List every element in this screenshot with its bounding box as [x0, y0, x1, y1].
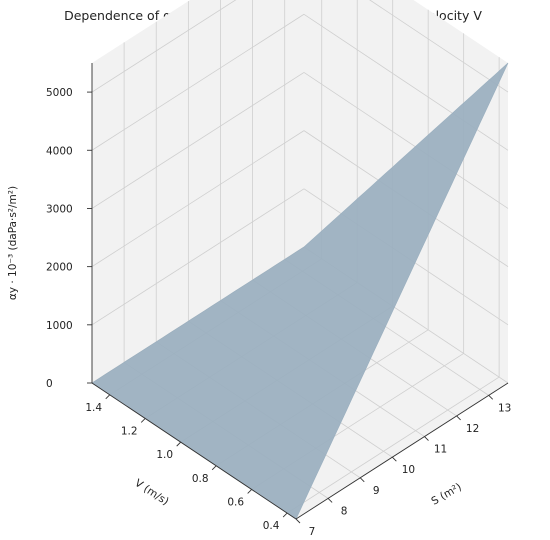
x-tick-label: 11: [434, 444, 447, 456]
z-tick-label: 3000: [46, 204, 73, 216]
gridline-z-back-v: [91, 130, 305, 267]
gridline-z-back-v: [91, 13, 305, 151]
z-tick-label: 4000: [46, 145, 73, 157]
y-tick-mark: [140, 418, 146, 423]
z-tick-label: 1000: [46, 320, 73, 332]
back-pane-v: [92, 0, 304, 383]
x-tick-label: 10: [402, 464, 415, 476]
gridline-z-back-v: [91, 72, 305, 209]
x-tick-label: 9: [373, 485, 380, 497]
gridline-z-back-s: [303, 72, 509, 209]
x-tick-mark: [392, 456, 397, 462]
gridline-z-back-s: [369, 0, 509, 93]
x-tick-mark: [295, 518, 301, 524]
z-axis-label: αy · 10⁻³ (daPa·s²/m²): [7, 186, 19, 300]
s-axis-line: [295, 382, 509, 520]
gridline-y-floor: [286, 376, 500, 514]
y-tick-label: 0.4: [263, 520, 280, 532]
y-tick-mark: [211, 465, 217, 471]
x-tick-label: 12: [466, 423, 479, 435]
y-tick-label: 0.6: [227, 496, 244, 508]
x-tick-label: 7: [309, 526, 316, 536]
chart-tick-labels: 7 8 9 10 11 12 13 0.4 0.6 0.8 1.0 1.2 1.4 0 1000 2000 30…: [46, 87, 511, 538]
z-tick-label: 2000: [46, 262, 73, 274]
chart-axes: [87, 63, 509, 524]
z-tick-label: 5000: [46, 87, 73, 99]
y-tick-label: 1.2: [121, 426, 138, 438]
y-tick-label: 1.4: [85, 402, 102, 414]
y-axis-label: V (m/s): [132, 477, 170, 508]
y-tick-mark: [105, 394, 111, 400]
y-tick-mark: [282, 512, 288, 518]
y-tick-mark: [247, 489, 252, 494]
z-tick-label: 0: [46, 378, 53, 390]
y-tick-mark: [176, 441, 182, 447]
x-tick-label: 13: [498, 402, 511, 414]
x-tick-label: 8: [341, 505, 348, 517]
x-axis-label: S (m²): [429, 481, 463, 508]
y-tick-label: 1.0: [156, 449, 173, 461]
gridline-z-back-v: [91, 188, 305, 326]
x-tick-mark: [359, 477, 365, 483]
v-axis-line: [91, 382, 297, 520]
x-tick-mark: [327, 498, 333, 503]
y-tick-label: 0.8: [192, 473, 209, 485]
gridline-z-back-v: [91, 0, 237, 93]
x-tick-mark: [456, 415, 461, 421]
x-tick-mark: [424, 436, 429, 441]
x-tick-mark: [488, 395, 494, 400]
